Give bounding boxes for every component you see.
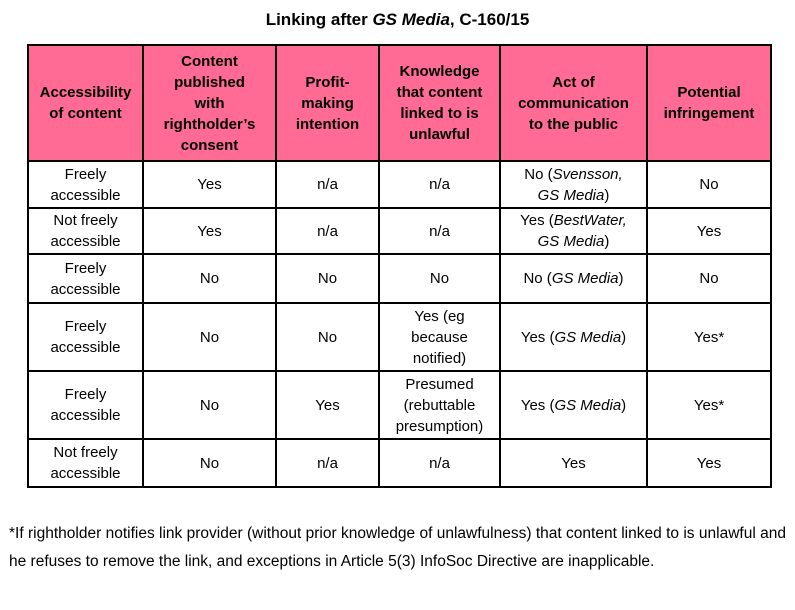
table-cell: Yes	[142, 207, 277, 255]
table-cell: No (GS Media)	[499, 253, 648, 304]
table-cell: Yes (BestWater, GS Media)	[499, 207, 648, 255]
table-cell: Yes (eg because notified)	[378, 302, 501, 372]
table-cell: n/a	[378, 438, 501, 488]
table-cell: Freely accessible	[27, 253, 144, 304]
table-cell: n/a	[275, 160, 380, 209]
table-cell: Yes	[646, 207, 772, 255]
table-cell: n/a	[275, 438, 380, 488]
table-cell: Freely accessible	[27, 370, 144, 440]
page-title-case-name: GS Media	[372, 10, 450, 29]
table-header: Accessibility of content Content publish…	[27, 44, 772, 162]
table-cell: Not freely accessible	[27, 438, 144, 488]
table-cell: Yes	[142, 160, 277, 209]
page-title-suffix: , C-160/15	[449, 10, 530, 29]
table-cell: Yes (GS Media)	[499, 370, 648, 440]
table-cell: No	[275, 253, 380, 304]
table-cell: No	[142, 253, 277, 304]
table-body: Freely accessible Yes n/a n/a No (Svensson, …	[27, 160, 772, 488]
table-row: Freely accessible No Yes Presumed (rebuttab…	[27, 370, 772, 440]
table-cell: No	[275, 302, 380, 372]
table-cell: No	[142, 302, 277, 372]
table-row: Freely accessible Yes n/a n/a No (Svensson, …	[27, 160, 772, 209]
header-row: Accessibility of content Content publish…	[27, 44, 772, 162]
column-header-infringement: Potential infringement	[646, 44, 772, 162]
table-cell: Yes	[646, 438, 772, 488]
table-cell: Not freely accessible	[27, 207, 144, 255]
table-cell: No	[142, 438, 277, 488]
table-row: Not freely accessible No n/a n/a Yes Yes	[27, 438, 772, 488]
column-header-consent: Content published with rightholder’s con…	[142, 44, 277, 162]
table-row: Freely accessible No No No No (GS Media) No	[27, 253, 772, 304]
table-cell: Yes*	[646, 370, 772, 440]
table-row: Freely accessible No No Yes (eg because not…	[27, 302, 772, 372]
column-header-profit: Profit- making intention	[275, 44, 380, 162]
table-cell: Yes	[275, 370, 380, 440]
column-header-communication: Act of communication to the public	[499, 44, 648, 162]
footnote: *If rightholder notifies link provider (…	[9, 525, 786, 570]
table-cell: Yes (GS Media)	[499, 302, 648, 372]
table-cell: n/a	[275, 207, 380, 255]
page-title: Linking after GS Media, C-160/15	[0, 9, 795, 31]
column-header-knowledge: Knowledge that content linked to is unla…	[378, 44, 501, 162]
table-cell: No	[142, 370, 277, 440]
table-row: Not freely accessible Yes n/a n/a Yes (BestW…	[27, 207, 772, 255]
table-cell: Presumed (rebuttable presumption)	[378, 370, 501, 440]
table-cell: Freely accessible	[27, 160, 144, 209]
table-cell: Freely accessible	[27, 302, 144, 372]
page-title-prefix: Linking after	[265, 10, 373, 29]
table-cell: n/a	[378, 207, 501, 255]
column-header-accessibility: Accessibility of content	[27, 44, 144, 162]
table-cell: No (Svensson, GS Media)	[499, 160, 648, 209]
table-cell: n/a	[378, 160, 501, 209]
linking-table: Accessibility of content Content publish…	[27, 44, 772, 488]
table-cell: No	[646, 160, 772, 209]
table-cell: Yes*	[646, 302, 772, 372]
table-cell: No	[378, 253, 501, 304]
table-cell: Yes	[499, 438, 648, 488]
table-cell: No	[646, 253, 772, 304]
